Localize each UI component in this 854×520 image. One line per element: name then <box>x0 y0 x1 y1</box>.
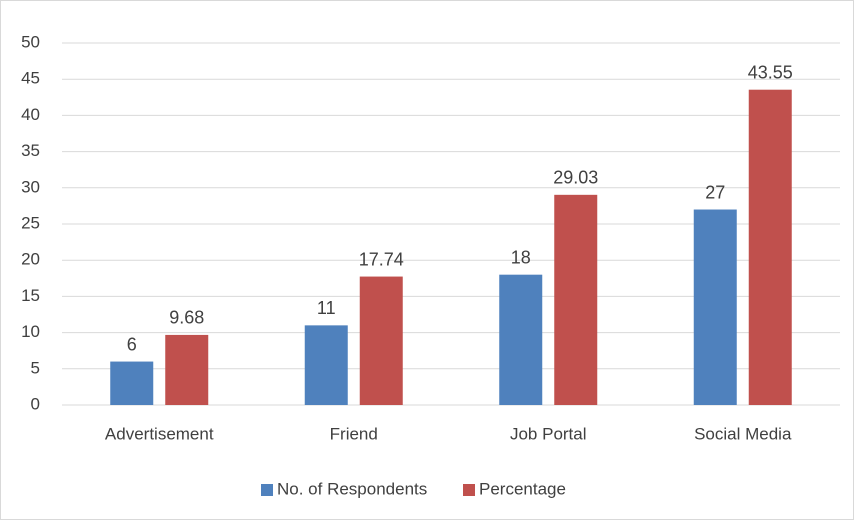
value-label: 18 <box>511 247 531 267</box>
legend-label: Percentage <box>479 479 566 498</box>
value-label: 6 <box>127 334 137 354</box>
bar <box>693 209 737 405</box>
y-tick-label: 15 <box>21 286 40 305</box>
bar <box>554 194 598 405</box>
y-tick-label: 5 <box>31 358 40 377</box>
y-tick-label: 0 <box>31 394 40 413</box>
y-tick-label: 45 <box>21 69 40 88</box>
y-tick-label: 25 <box>21 213 40 232</box>
y-tick-label: 40 <box>21 105 40 124</box>
bar <box>110 361 154 405</box>
x-tick-label: Social Media <box>694 424 792 443</box>
legend-swatch <box>463 484 475 496</box>
bar <box>359 276 403 405</box>
legend-swatch <box>261 484 273 496</box>
bar <box>304 325 348 405</box>
legend-label: No. of Respondents <box>277 479 427 498</box>
x-tick-label: Advertisement <box>105 424 214 443</box>
bar <box>499 274 543 405</box>
y-tick-label: 10 <box>21 322 40 341</box>
x-tick-label: Friend <box>330 424 378 443</box>
value-label: 17.74 <box>359 249 404 269</box>
y-tick-label: 35 <box>21 141 40 160</box>
y-tick-label: 50 <box>21 32 40 51</box>
bar <box>748 89 792 405</box>
x-tick-label: Job Portal <box>510 424 587 443</box>
value-label: 9.68 <box>169 308 204 328</box>
y-tick-label: 30 <box>21 177 40 196</box>
value-label: 27 <box>705 182 725 202</box>
value-label: 29.03 <box>553 168 598 188</box>
value-label: 43.55 <box>748 62 793 82</box>
bar <box>165 334 209 405</box>
value-label: 11 <box>317 298 336 318</box>
y-tick-label: 20 <box>21 250 40 269</box>
